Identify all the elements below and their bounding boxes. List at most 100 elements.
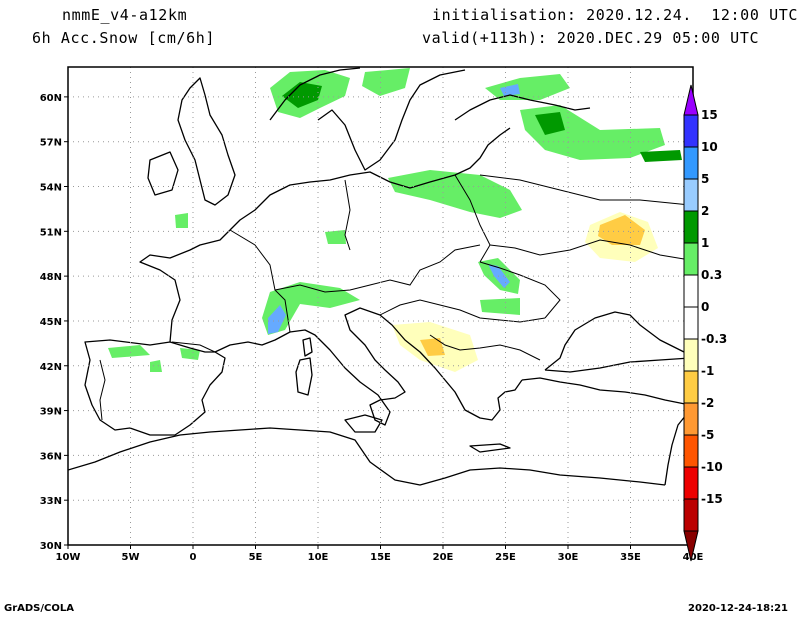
colorbar-label: -0.3 [701, 332, 727, 346]
field-name: 6h Acc.Snow [cm/6h] [32, 29, 215, 47]
y-tick-label: 51N [40, 227, 62, 238]
snow-patch-alps-core [268, 305, 286, 334]
border-portugal [99, 359, 106, 421]
snow-patch-russia-north [520, 105, 665, 160]
colorbar-bin [683, 114, 699, 148]
snow-patch-scandinavia-core [282, 82, 322, 108]
coastline-turkey [521, 377, 691, 406]
x-tick-label: 10W [56, 552, 81, 563]
x-tick-label: 25E [495, 552, 516, 563]
x-tick-label: 30E [558, 552, 579, 563]
colorbar-label: 1 [701, 236, 709, 250]
colorbar: 15 10 5 2 1 0.3 0 -0.3 -1 -2 -5 -10 -15 [683, 84, 727, 562]
colorbar-bin [683, 370, 699, 404]
colorbar-label: -1 [701, 364, 714, 378]
border-balkans-2 [429, 334, 541, 361]
snow-patch-sweden [362, 68, 410, 96]
x-tick-label: 35E [620, 552, 641, 563]
coastline-uk [177, 77, 236, 206]
coastline-adriatic-east [379, 314, 523, 421]
y-tick-label: 39N [40, 407, 62, 418]
border-central [274, 244, 481, 293]
border-poland-east [454, 174, 491, 263]
snow-patch-alps [262, 282, 360, 335]
snow-patch-baltic [388, 170, 522, 218]
snow-patch-france [175, 213, 188, 228]
credit-label: GrADS/COLA [4, 603, 74, 614]
colorbar-label: 2 [701, 204, 709, 218]
coastline-crete [469, 443, 511, 453]
border-ukraine [489, 239, 691, 261]
coastline-sicily [344, 414, 383, 433]
snow-patch-ukraine-thaw-core [598, 215, 645, 245]
colorbar-bin [683, 242, 699, 276]
snow-patch-finland [485, 74, 570, 100]
snow-patch-romania [480, 298, 520, 315]
x-tick-label: 15E [370, 552, 391, 563]
colorbar-bin [683, 178, 699, 212]
colorbar-bin [683, 274, 699, 308]
x-tick-label: 5W [122, 552, 140, 563]
coastline-corsica [302, 337, 313, 357]
colorbar-bin [683, 210, 699, 244]
y-tick-label: 57N [40, 138, 62, 149]
y-tick-label: 33N [40, 496, 62, 507]
border-france-germany [229, 229, 291, 333]
coastline-north-africa [68, 427, 666, 486]
model-name: nmmE_v4-a12km [62, 6, 188, 24]
coastline-finland [454, 94, 591, 121]
coastline-levant [664, 409, 691, 486]
colorbar-label: -5 [701, 428, 714, 442]
coastline-scandinavia [269, 67, 466, 171]
grid-lines [68, 67, 693, 545]
y-tick-label: 45N [40, 317, 62, 328]
colorbar-bin [683, 402, 699, 436]
colorbar-label: -15 [701, 492, 723, 506]
border-germany-poland [344, 179, 351, 251]
timestamp-label: 2020-12-24-18:21 [688, 603, 788, 614]
snow-patch-iberia [180, 348, 200, 360]
colorbar-bin [683, 306, 699, 340]
colorbar-label: -2 [701, 396, 714, 410]
map-area [68, 67, 691, 486]
y-tick-label: 60N [40, 93, 62, 104]
colorbar-bin [683, 146, 699, 180]
colorbar-label: 10 [701, 140, 718, 154]
coastline-baltic [454, 127, 511, 176]
colorbar-bin [683, 498, 699, 532]
coastline-iberia [84, 339, 226, 436]
colorbar-cap-top [683, 84, 699, 116]
y-tick-label: 48N [40, 272, 62, 283]
x-tick-label: 10E [308, 552, 329, 563]
x-tick-label: 0 [190, 552, 197, 563]
border-france-spain [171, 341, 216, 353]
snow-patch-balkans-thaw-core [420, 338, 445, 356]
border-balkans [379, 299, 546, 323]
snow-patch-germany [325, 230, 346, 244]
x-tick-label: 40E [683, 552, 704, 563]
snow-patch-pyrenees [108, 345, 150, 358]
coastline-sardinia [295, 357, 313, 396]
x-tick-label: 5E [249, 552, 263, 563]
colorbar-label: 0.3 [701, 268, 722, 282]
border-belarus [479, 174, 691, 206]
y-axis: 30N 33N 36N 39N 42N 45N 48N 51N 54N 57N 60N [40, 93, 68, 552]
y-tick-label: 42N [40, 362, 62, 373]
coastline-italy [289, 307, 406, 426]
coastline-france-west [139, 229, 231, 343]
colorbar-cap-bottom [683, 530, 699, 562]
border-romania [479, 261, 561, 319]
coastline-ireland [147, 151, 179, 196]
y-tick-label: 30N [40, 541, 62, 552]
colorbar-label: 0 [701, 300, 709, 314]
coastline-north-sea [229, 171, 456, 231]
colorbar-bin [683, 466, 699, 500]
colorbar-bin [683, 434, 699, 468]
coastline-black-sea [544, 311, 691, 373]
colorbar-label: 5 [701, 172, 709, 186]
snow-field [108, 68, 682, 372]
initialisation-time: initialisation: 2020.12.24. 12:00 UTC [432, 6, 798, 24]
colorbar-label: -10 [701, 460, 723, 474]
colorbar-bin [683, 338, 699, 372]
coastline-france-south [214, 331, 291, 353]
